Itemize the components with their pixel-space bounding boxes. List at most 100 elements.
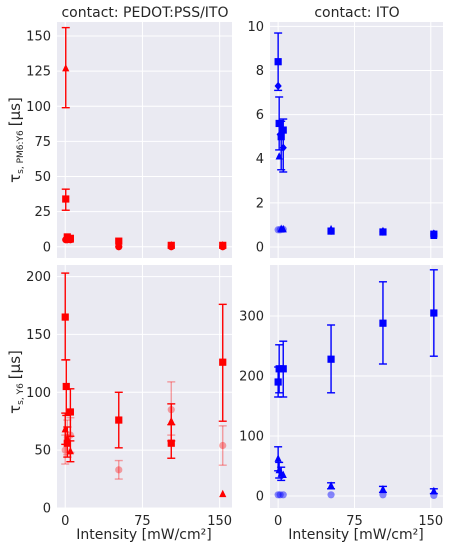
data-marker-triangle: [167, 416, 175, 425]
data-marker-triangle: [275, 152, 283, 160]
error-bar: [218, 425, 227, 466]
panel-title-left: contact: PEDOT:PSS/ITO: [61, 5, 228, 21]
y-axis-label-bottom-main: τ: [6, 405, 24, 414]
y-tick-label: 300: [239, 310, 264, 325]
plot-background: [270, 22, 443, 258]
data-marker-triangle: [274, 454, 282, 462]
y-tick-label: 0: [256, 490, 264, 505]
y-tick-label: 10: [247, 20, 264, 35]
data-marker-square: [279, 365, 287, 373]
data-marker-circle: [219, 441, 227, 450]
data-marker-diamond: [327, 226, 335, 235]
data-marker-diamond: [430, 229, 438, 238]
y-tick-label: 125: [26, 65, 51, 80]
data-marker-square: [61, 313, 69, 321]
data-marker-square: [274, 378, 282, 386]
y-axis-label-top: τs, PM6:Y6 [μs]: [6, 97, 26, 183]
data-marker-circle: [274, 491, 282, 499]
y-tick-label: 75: [34, 135, 51, 150]
data-marker-square: [275, 365, 283, 373]
data-marker-triangle: [279, 470, 287, 478]
y-tick-label: 2: [256, 196, 264, 211]
x-tick-label: 75: [346, 514, 363, 529]
data-marker-circle: [66, 236, 74, 244]
data-marker-triangle: [430, 486, 438, 495]
data-marker-circle: [66, 431, 74, 439]
data-marker-diamond: [279, 143, 287, 152]
data-marker-square: [279, 126, 287, 134]
data-marker-square: [379, 319, 387, 327]
data-marker-circle: [430, 231, 438, 239]
y-tick-label: 6: [256, 108, 264, 123]
panel-bottom-right: 0 75 150 0 100 200 300: [239, 265, 443, 529]
y-tick-label: 200: [239, 370, 264, 385]
x-tick-label: 75: [134, 514, 151, 529]
y-tick-label: 150: [26, 30, 51, 45]
panel-top-right: 0 2 4 6 8 10: [247, 20, 443, 258]
data-marker-square: [327, 355, 335, 363]
plot-background: [270, 265, 443, 508]
y-tick-label: 0: [43, 240, 51, 255]
y-tick-label: 25: [34, 205, 51, 220]
data-marker-circle: [379, 491, 387, 499]
plot-background: [57, 22, 232, 258]
data-marker-square: [430, 309, 438, 317]
data-marker-circle: [274, 226, 282, 234]
data-marker-triangle: [61, 424, 69, 433]
data-marker-triangle: [62, 63, 70, 72]
data-marker-circle: [327, 227, 335, 235]
y-tick-label: 50: [34, 170, 51, 185]
y-tick-label: 0: [43, 502, 51, 517]
data-marker-circle: [276, 226, 284, 234]
error-bar: [167, 381, 176, 436]
data-marker-diamond: [379, 227, 387, 236]
data-marker-triangle: [279, 224, 287, 233]
data-marker-square: [63, 439, 71, 447]
data-marker-circle: [167, 406, 175, 414]
data-marker-circle: [167, 243, 175, 251]
y-axis-label-top-sub: s, PM6:Y6: [16, 130, 26, 174]
y-tick-label: 100: [239, 430, 264, 445]
data-marker-triangle: [66, 446, 74, 455]
y-axis-label-top-unit: [μs]: [6, 97, 24, 126]
data-marker-diamond: [276, 130, 284, 139]
y-tick-label: 50: [34, 444, 51, 459]
data-marker-circle: [219, 243, 227, 251]
data-marker-square: [115, 237, 123, 245]
error-bar: [114, 459, 123, 480]
plot-background: [57, 265, 232, 508]
y-tick-label: 4: [256, 152, 264, 167]
data-marker-triangle: [219, 489, 227, 498]
data-marker-circle: [63, 433, 71, 442]
y-axis-label-bottom-unit: [μs]: [6, 350, 24, 379]
data-marker-square: [62, 382, 70, 391]
data-marker-circle: [115, 466, 123, 474]
y-axis-label-bottom: τs, Y6 [μs]: [6, 350, 26, 414]
data-marker-circle: [430, 491, 438, 499]
x-tick-label: 0: [61, 514, 69, 529]
data-marker-circle: [327, 491, 335, 499]
data-marker-circle: [61, 446, 69, 454]
data-marker-square: [219, 358, 227, 366]
x-tick-label: 0: [274, 514, 282, 529]
data-marker-circle: [379, 228, 387, 236]
data-marker-triangle: [379, 485, 387, 493]
data-marker-circle: [279, 491, 287, 499]
y-tick-label: 100: [26, 386, 51, 401]
y-axis-label-bottom-sub: s, Y6: [16, 383, 26, 405]
data-marker-diamond: [274, 81, 282, 91]
y-tick-label: 100: [26, 100, 51, 115]
y-axis-label-top-main: τ: [6, 174, 24, 183]
data-marker-circle: [279, 225, 287, 233]
panel-top-left: 0 25 50 75 100 125 150: [26, 22, 232, 258]
data-marker-triangle: [327, 481, 335, 489]
data-marker-square: [62, 195, 70, 203]
y-tick-label: 200: [26, 270, 51, 285]
data-marker-circle: [115, 243, 123, 251]
error-bar: [66, 417, 75, 454]
data-marker-circle: [276, 491, 284, 499]
x-tick-label: 150: [207, 514, 232, 529]
data-marker-square: [66, 408, 74, 416]
data-marker-square: [167, 439, 175, 447]
panel-title-right: contact: ITO: [314, 5, 399, 21]
